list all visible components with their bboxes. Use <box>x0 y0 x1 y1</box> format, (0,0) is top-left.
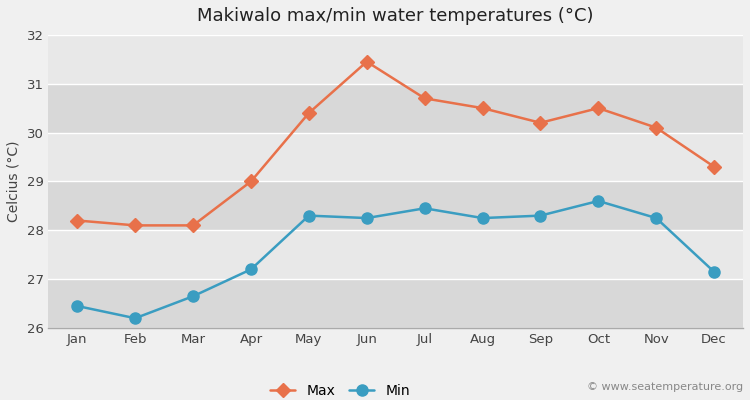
Title: Makiwalo max/min water temperatures (°C): Makiwalo max/min water temperatures (°C) <box>197 7 594 25</box>
Max <box>73 218 82 223</box>
Bar <box>48 230 743 279</box>
Max <box>130 223 140 228</box>
Min <box>652 216 661 220</box>
Max <box>420 96 429 101</box>
Min <box>536 213 545 218</box>
Y-axis label: Celcius (°C): Celcius (°C) <box>7 141 21 222</box>
Min <box>73 304 82 308</box>
Min <box>420 206 429 211</box>
Bar <box>48 279 743 328</box>
Bar <box>48 132 743 182</box>
Max <box>304 111 313 116</box>
Max <box>478 106 487 110</box>
Max <box>594 106 603 110</box>
Min <box>478 216 487 220</box>
Bar <box>48 182 743 230</box>
Max <box>536 120 545 125</box>
Line: Min: Min <box>72 196 720 324</box>
Min <box>188 294 197 299</box>
Max <box>710 164 718 169</box>
Bar <box>48 84 743 132</box>
Min <box>710 270 718 274</box>
Max <box>188 223 197 228</box>
Max <box>652 125 661 130</box>
Min <box>594 198 603 203</box>
Min <box>362 216 371 220</box>
Legend: Max, Min: Max, Min <box>265 378 416 400</box>
Min <box>130 316 140 321</box>
Max <box>247 179 256 184</box>
Min <box>304 213 313 218</box>
Min <box>247 267 256 272</box>
Bar <box>48 35 743 84</box>
Line: Max: Max <box>73 57 719 230</box>
Text: © www.seatemperature.org: © www.seatemperature.org <box>587 382 743 392</box>
Max <box>362 59 371 64</box>
